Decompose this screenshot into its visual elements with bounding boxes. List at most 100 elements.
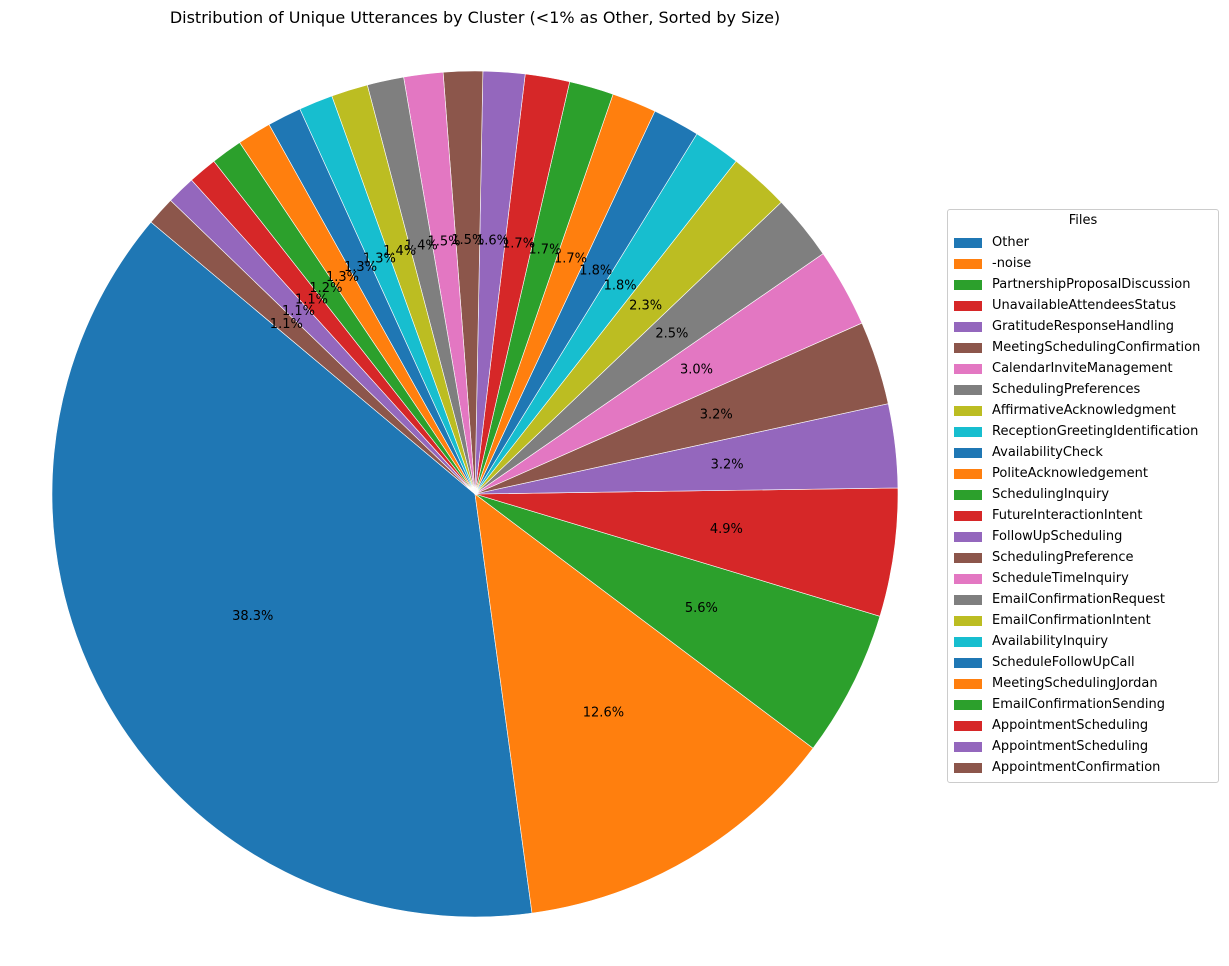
slice-percent-label-3: 5.6% [685, 601, 718, 616]
pie-slice-26 [150, 199, 476, 495]
legend-entry-2: -noise [954, 253, 1212, 274]
slice-percent-label-15: 1.6% [476, 233, 509, 248]
legend-label: FutureInteractionIntent [992, 508, 1143, 523]
legend-label: SchedulingPreferences [992, 382, 1141, 397]
legend-swatch [954, 489, 982, 500]
legend-swatch [954, 573, 982, 584]
legend-entry-26: AppointmentConfirmation [954, 757, 1212, 778]
legend-swatch [954, 258, 982, 269]
chart-title: Distribution of Unique Utterances by Clu… [169, 8, 781, 27]
legend-swatch [954, 594, 982, 605]
slice-percent-label-18: 1.4% [405, 238, 438, 253]
legend-entry-19: EmailConfirmationIntent [954, 610, 1212, 631]
legend-label: MeetingSchedulingJordan [992, 676, 1158, 691]
pie-chart: 38.3% 12.6% 5.6% 4.9% 3.2% 3.2% 3.0% 2.5% 2.3% 1.… [51, 70, 899, 918]
legend: Files Other -noise PartnershipProposalDisc… [947, 209, 1219, 783]
legend-entry-22: MeetingSchedulingJordan [954, 673, 1212, 694]
slice-percent-label-1: 38.3% [232, 609, 273, 624]
slice-percent-label-2: 12.6% [583, 705, 624, 720]
legend-entry-14: FutureInteractionIntent [954, 505, 1212, 526]
slice-percent-label-17: 1.5% [427, 235, 460, 250]
legend-entry-24: AppointmentScheduling [954, 715, 1212, 736]
legend-swatch [954, 405, 982, 416]
slice-percent-label-16: 1.5% [451, 233, 484, 248]
slice-percent-label-23: 1.2% [309, 281, 342, 296]
legend-label: PartnershipProposalDiscussion [992, 277, 1191, 292]
legend-entry-8: SchedulingPreferences [954, 379, 1212, 400]
legend-entry-9: AffirmativeAcknowledgment [954, 400, 1212, 421]
legend-entry-4: UnavailableAttendeesStatus [954, 295, 1212, 316]
legend-swatch [954, 342, 982, 353]
legend-label: AppointmentScheduling [992, 739, 1149, 754]
legend-swatch [954, 300, 982, 311]
legend-label: AppointmentScheduling [992, 718, 1149, 733]
legend-swatch [954, 426, 982, 437]
legend-entry-25: AppointmentScheduling [954, 736, 1212, 757]
legend-entry-13: SchedulingInquiry [954, 484, 1212, 505]
legend-label: Other [992, 235, 1029, 250]
slice-percent-label-20: 1.3% [363, 251, 396, 266]
legend-label: ScheduleTimeInquiry [992, 571, 1129, 586]
legend-swatch [954, 552, 982, 563]
legend-entry-15: FollowUpScheduling [954, 526, 1212, 547]
legend-entry-7: CalendarInviteManagement [954, 358, 1212, 379]
legend-swatch [954, 321, 982, 332]
slice-percent-label-12: 1.7% [554, 251, 587, 266]
slice-percent-label-6: 3.2% [700, 408, 733, 423]
pie-slice-2 [474, 493, 814, 914]
slice-percent-label-26: 1.1% [270, 317, 303, 332]
legend-label: PoliteAcknowledgement [992, 466, 1148, 481]
legend-label: EmailConfirmationRequest [992, 592, 1165, 607]
legend-label: AvailabilityCheck [992, 445, 1103, 460]
legend-entry-6: MeetingSchedulingConfirmation [954, 337, 1212, 358]
legend-entry-11: AvailabilityCheck [954, 442, 1212, 463]
slice-percent-label-22: 1.3% [326, 270, 359, 285]
legend-label: AffirmativeAcknowledgment [992, 403, 1176, 418]
legend-swatch [954, 720, 982, 731]
legend-swatch [954, 762, 982, 773]
legend-entry-20: AvailabilityInquiry [954, 631, 1212, 652]
slice-percent-label-25: 1.1% [282, 304, 315, 319]
pie-slices [51, 70, 899, 918]
slice-percent-label-4: 4.9% [710, 522, 743, 537]
legend-entry-10: ReceptionGreetingIdentification [954, 421, 1212, 442]
legend-label: ReceptionGreetingIdentification [992, 424, 1199, 439]
legend-entry-12: PoliteAcknowledgement [954, 463, 1212, 484]
pie-percent-labels: 38.3% 12.6% 5.6% 4.9% 3.2% 3.2% 3.0% 2.5% 2.3% 1.… [232, 233, 744, 721]
slice-percent-label-21: 1.3% [344, 260, 377, 275]
slice-percent-label-11: 1.8% [579, 263, 612, 278]
legend-swatch [954, 699, 982, 710]
slice-percent-label-9: 2.3% [629, 299, 662, 314]
legend-entry-17: ScheduleTimeInquiry [954, 568, 1212, 589]
slice-percent-label-7: 3.0% [680, 363, 713, 378]
legend-entry-1: Other [954, 232, 1212, 253]
legend-swatch [954, 678, 982, 689]
legend-label: EmailConfirmationIntent [992, 613, 1151, 628]
legend-label: MeetingSchedulingConfirmation [992, 340, 1201, 355]
legend-swatch [954, 384, 982, 395]
slice-percent-label-8: 2.5% [655, 326, 688, 341]
legend-swatch [954, 657, 982, 668]
legend-entry-3: PartnershipProposalDiscussion [954, 274, 1212, 295]
legend-swatch [954, 363, 982, 374]
pie-slice-3 [474, 493, 881, 749]
pie-slice-1 [51, 221, 533, 918]
legend-entry-16: SchedulingPreference [954, 547, 1212, 568]
slice-percent-label-19: 1.4% [383, 244, 416, 259]
legend-label: GratitudeResponseHandling [992, 319, 1175, 334]
legend-entry-5: GratitudeResponseHandling [954, 316, 1212, 337]
legend-entry-23: EmailConfirmationSending [954, 694, 1212, 715]
legend-swatch [954, 468, 982, 479]
slice-percent-label-14: 1.7% [502, 236, 535, 251]
legend-entry-18: EmailConfirmationRequest [954, 589, 1212, 610]
legend-swatch [954, 279, 982, 290]
slice-percent-label-24: 1.1% [295, 292, 328, 307]
legend-label: -noise [992, 256, 1032, 271]
legend-swatch [954, 237, 982, 248]
legend-swatch [954, 510, 982, 521]
legend-entries: Other -noise PartnershipProposalDiscussion… [954, 232, 1212, 778]
legend-label: SchedulingPreference [992, 550, 1134, 565]
slice-percent-label-10: 1.8% [604, 278, 637, 293]
legend-label: ScheduleFollowUpCall [992, 655, 1135, 670]
legend-title: Files [1068, 213, 1098, 228]
